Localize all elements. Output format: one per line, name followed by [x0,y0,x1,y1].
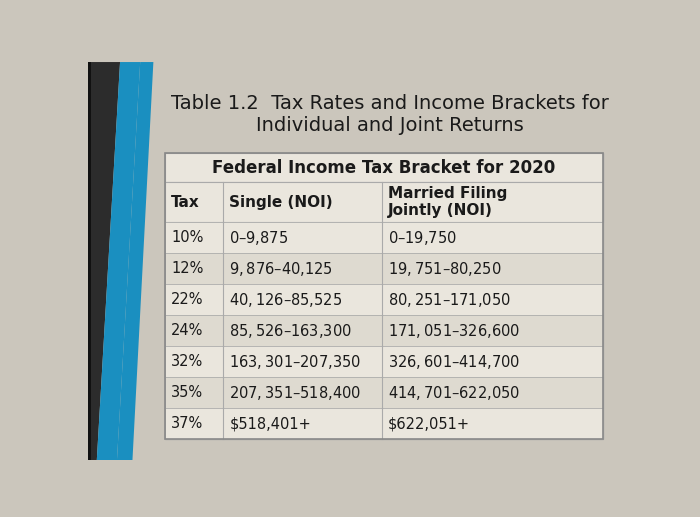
Text: Table 1.2  Tax Rates and Income Brackets for: Table 1.2 Tax Rates and Income Brackets … [171,95,609,113]
Bar [165,377,603,408]
Text: Federal Income Tax Bracket for 2020: Federal Income Tax Bracket for 2020 [212,159,556,176]
Text: Individual and Joint Returns: Individual and Joint Returns [256,116,524,135]
Text: 10%: 10% [172,230,204,245]
Bar [165,253,603,284]
Bar [165,284,603,315]
Text: $0 – $9,875: $0 – $9,875 [230,229,288,247]
Text: $163,301 – $207,350: $163,301 – $207,350 [230,353,361,371]
Text: Married Filing
Jointly (NOI): Married Filing Jointly (NOI) [389,186,508,218]
Text: 35%: 35% [172,385,203,400]
Text: $9,876 – $40,125: $9,876 – $40,125 [230,260,333,278]
Text: $622,051+: $622,051+ [389,416,470,431]
Text: $85,526 – $163,300: $85,526 – $163,300 [230,322,352,340]
Bar [165,153,603,439]
Polygon shape [88,62,120,460]
Text: 22%: 22% [172,292,204,307]
Polygon shape [97,62,140,460]
Bar [165,153,603,439]
Text: $326,601 – $414,700: $326,601 – $414,700 [389,353,520,371]
Text: $40,126 – $85,525: $40,126 – $85,525 [230,291,342,309]
Bar [165,346,603,377]
Text: 37%: 37% [172,416,204,431]
Polygon shape [117,62,153,460]
Bar [165,153,603,182]
Text: Tax: Tax [172,195,200,210]
Bar [165,182,603,222]
Text: $171,051 – $326,600: $171,051 – $326,600 [389,322,520,340]
Text: $207,351 – $518,400: $207,351 – $518,400 [230,384,361,402]
Text: $0 – $19,750: $0 – $19,750 [389,229,457,247]
Bar [165,408,603,439]
Text: $414,701 – $622,050: $414,701 – $622,050 [389,384,520,402]
Polygon shape [88,62,90,460]
Text: $19,751 – $80,250: $19,751 – $80,250 [389,260,502,278]
Bar [165,222,603,253]
Text: $518,401+: $518,401+ [230,416,311,431]
Text: $80,251 – $171,050: $80,251 – $171,050 [389,291,511,309]
Text: Single (NOI): Single (NOI) [230,195,333,210]
Text: 32%: 32% [172,354,204,369]
Bar [165,315,603,346]
Text: 24%: 24% [172,323,204,338]
Text: 12%: 12% [172,261,204,276]
